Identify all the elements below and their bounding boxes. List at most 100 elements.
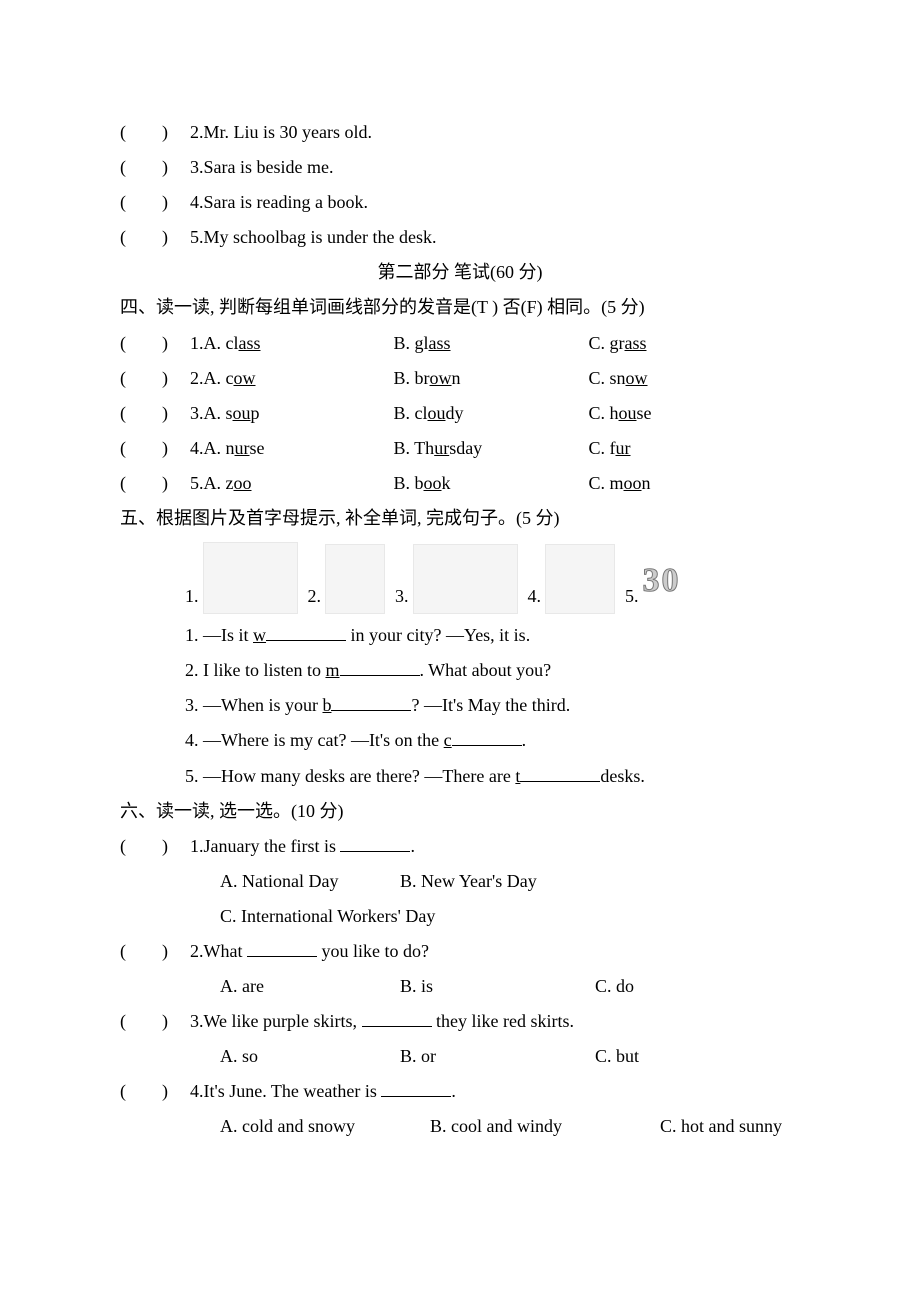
tf-text: Sara is beside me.: [204, 150, 334, 185]
option-b: B. Thursday: [394, 431, 589, 466]
choice-b: B. New Year's Day: [400, 864, 595, 899]
answer-paren[interactable]: (): [120, 934, 190, 969]
cat-on-chair-icon: [545, 544, 615, 614]
answer-paren[interactable]: (): [120, 466, 190, 501]
given-letter: m: [325, 660, 339, 680]
mc-stem: It's June. The weather is .: [204, 1074, 456, 1109]
windy-tree-icon: [203, 542, 298, 614]
mc-item: () 4. It's June. The weather is .: [120, 1074, 800, 1109]
section6-title: 六、读一读, 选一选。(10 分): [120, 794, 800, 829]
phonics-row: () 2. A. cow B. brown C. snow: [120, 361, 800, 396]
row-num: 1.: [190, 326, 204, 361]
given-letter: c: [444, 730, 452, 750]
blank-input[interactable]: [362, 1009, 432, 1027]
music-listening-icon: [325, 544, 385, 614]
option-a: A. zoo: [204, 466, 394, 501]
part2-header: 第二部分 笔试(60 分): [120, 255, 800, 290]
answer-paren[interactable]: (): [120, 150, 190, 185]
blank-input[interactable]: [266, 623, 346, 641]
answer-paren[interactable]: (): [120, 1004, 190, 1039]
answer-paren[interactable]: (): [120, 326, 190, 361]
fill-blank-q3: 3. —When is your b? —It's May the third.: [120, 688, 800, 723]
image-item-5: 5. 30: [625, 548, 681, 614]
answer-paren[interactable]: (): [120, 396, 190, 431]
q-text: 1. —Is it: [185, 625, 253, 645]
option-c: C. house: [589, 396, 801, 431]
mc-num: 4.: [190, 1074, 204, 1109]
image-num: 2.: [308, 579, 322, 614]
q-text: in your city? —Yes, it is.: [346, 625, 530, 645]
image-num: 1.: [185, 579, 199, 614]
blank-input[interactable]: [520, 764, 600, 782]
answer-paren[interactable]: (): [120, 115, 190, 150]
tf-num: 3.: [190, 150, 204, 185]
option-c: C. grass: [589, 326, 801, 361]
section4-rows: () 1. A. class B. glass C. grass () 2. A…: [120, 326, 800, 501]
blank-input[interactable]: [340, 658, 420, 676]
q-text: .: [522, 730, 527, 750]
section5-images: 1. 2. 3. 4. 5. 30: [120, 542, 800, 614]
mc-choices: A. National Day B. New Year's Day: [120, 864, 800, 899]
choice-a: A. so: [220, 1039, 400, 1074]
answer-paren[interactable]: (): [120, 185, 190, 220]
choice-b: B. cool and windy: [430, 1109, 660, 1144]
option-a: A. nurse: [204, 431, 394, 466]
mc-num: 1.: [190, 829, 204, 864]
option-b: B. glass: [394, 326, 589, 361]
phonics-row: () 5. A. zoo B. book C. moon: [120, 466, 800, 501]
blank-input[interactable]: [340, 834, 410, 852]
mc-num: 3.: [190, 1004, 204, 1039]
fill-blank-q4: 4. —Where is my cat? —It's on the c.: [120, 723, 800, 758]
blank-input[interactable]: [247, 939, 317, 957]
image-item-3: 3.: [395, 544, 518, 614]
choice-b: B. is: [400, 969, 595, 1004]
mc-item: () 2. What you like to do?: [120, 934, 800, 969]
option-a: A. class: [204, 326, 394, 361]
tf-num: 4.: [190, 185, 204, 220]
image-item-4: 4.: [528, 544, 616, 614]
option-c: C. fur: [589, 431, 801, 466]
q-text: desks.: [600, 766, 645, 786]
q-text: . What about you?: [420, 660, 552, 680]
blank-input[interactable]: [381, 1079, 451, 1097]
choice-c: C. International Workers' Day: [220, 899, 435, 934]
image-num: 5.: [625, 579, 639, 614]
blank-input[interactable]: [452, 728, 522, 746]
row-num: 5.: [190, 466, 204, 501]
mc-choices: A. cold and snowy B. cool and windy C. h…: [120, 1109, 800, 1144]
answer-paren[interactable]: (): [120, 829, 190, 864]
mc-item: () 1. January the first is .: [120, 829, 800, 864]
section4-title: 四、读一读, 判断每组单词画线部分的发音是(T ) 否(F) 相同。(5 分): [120, 290, 800, 325]
top-items: () 2. Mr. Liu is 30 years old. () 3. Sar…: [120, 115, 800, 255]
choice-a: A. are: [220, 969, 400, 1004]
given-letter: w: [253, 625, 266, 645]
choice-c: C. but: [595, 1039, 800, 1074]
option-c: C. snow: [589, 361, 801, 396]
row-num: 3.: [190, 396, 204, 431]
option-a: A. soup: [204, 396, 394, 431]
image-item-2: 2.: [308, 544, 386, 614]
phonics-row: () 1. A. class B. glass C. grass: [120, 326, 800, 361]
birthday-party-icon: [413, 544, 518, 614]
answer-paren[interactable]: (): [120, 1074, 190, 1109]
row-num: 4.: [190, 431, 204, 466]
mc-stem: January the first is .: [204, 829, 415, 864]
answer-paren[interactable]: (): [120, 361, 190, 396]
image-item-1: 1.: [185, 542, 298, 614]
blank-input[interactable]: [331, 693, 411, 711]
tf-item: () 2. Mr. Liu is 30 years old.: [120, 115, 800, 150]
choice-b: B. or: [400, 1039, 595, 1074]
tf-text: Sara is reading a book.: [204, 185, 368, 220]
tf-item: () 5. My schoolbag is under the desk.: [120, 220, 800, 255]
tf-text: My schoolbag is under the desk.: [204, 220, 437, 255]
mc-choices: A. so B. or C. but: [120, 1039, 800, 1074]
mc-choices: A. are B. is C. do: [120, 969, 800, 1004]
phonics-row: () 3. A. soup B. cloudy C. house: [120, 396, 800, 431]
answer-paren[interactable]: (): [120, 220, 190, 255]
answer-paren[interactable]: (): [120, 431, 190, 466]
tf-text: Mr. Liu is 30 years old.: [204, 115, 373, 150]
q-text: 3. —When is your: [185, 695, 322, 715]
option-b: B. book: [394, 466, 589, 501]
image-num: 3.: [395, 579, 409, 614]
mc-stem: We like purple skirts, they like red ski…: [204, 1004, 575, 1039]
